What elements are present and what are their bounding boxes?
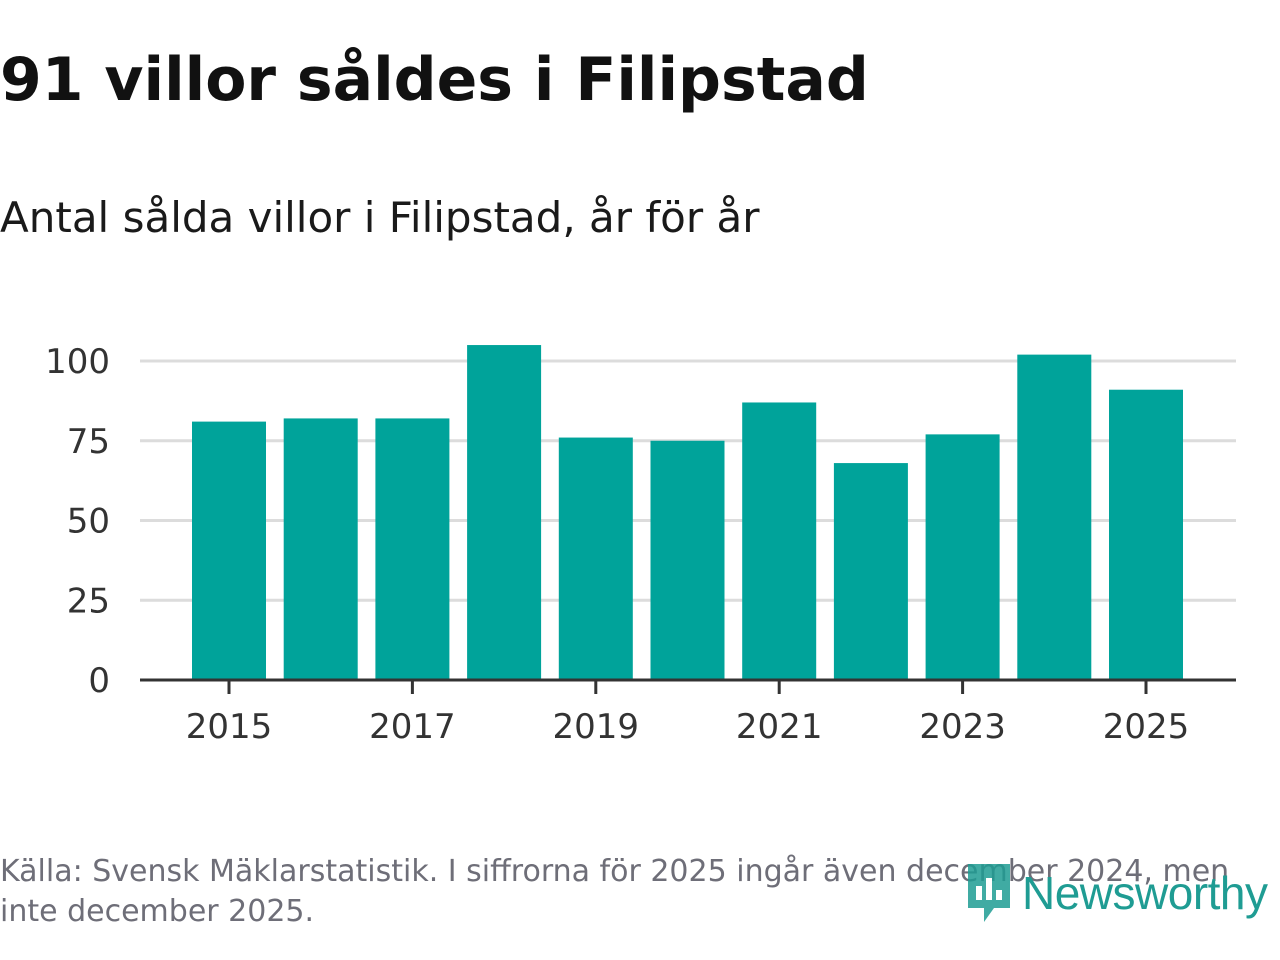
x-tick-label-2019: 2019 [553,707,640,747]
x-tick-label-2021: 2021 [736,707,823,747]
newsworthy-logo-text: Newsworthy [1022,867,1268,919]
source-note: Källa: Svensk Mäklarstatistik. I siffror… [0,854,1230,929]
bar-2018 [467,345,542,680]
y-axis-ticks: 0 25 50 75 100 [45,342,110,701]
y-tick-label-50: 50 [67,502,110,542]
newsworthy-logo: Newsworthy [964,860,1268,926]
x-tick-label-2025: 2025 [1103,707,1190,747]
bar-2024 [1017,354,1092,680]
bars [192,345,1183,680]
bar-2015 [192,421,266,680]
y-tick-label-100: 100 [45,342,110,382]
x-tick-label-2017: 2017 [369,707,456,747]
x-tick-label-2015: 2015 [186,707,273,747]
y-tick-label-75: 75 [67,422,110,462]
x-axis-ticks: 2015 2017 2019 2021 2023 2025 [186,680,1190,747]
chart-subtitle: Antal sålda villor i Filipstad, år för å… [0,193,760,242]
chart-title: 91 villor såldes i Filipstad [0,45,869,115]
bar-2023 [925,434,1000,680]
bar-2019 [558,437,633,680]
newsworthy-logo-icon [968,864,1010,922]
y-tick-label-25: 25 [67,581,110,621]
bar-2016 [283,418,358,680]
bar-2022 [833,463,908,680]
x-tick-label-2023: 2023 [919,707,1006,747]
y-tick-label-0: 0 [88,661,110,701]
bar-2025 [1109,389,1183,680]
bar-2020 [650,440,725,680]
bar-2017 [375,418,450,680]
bar-2021 [742,402,817,680]
